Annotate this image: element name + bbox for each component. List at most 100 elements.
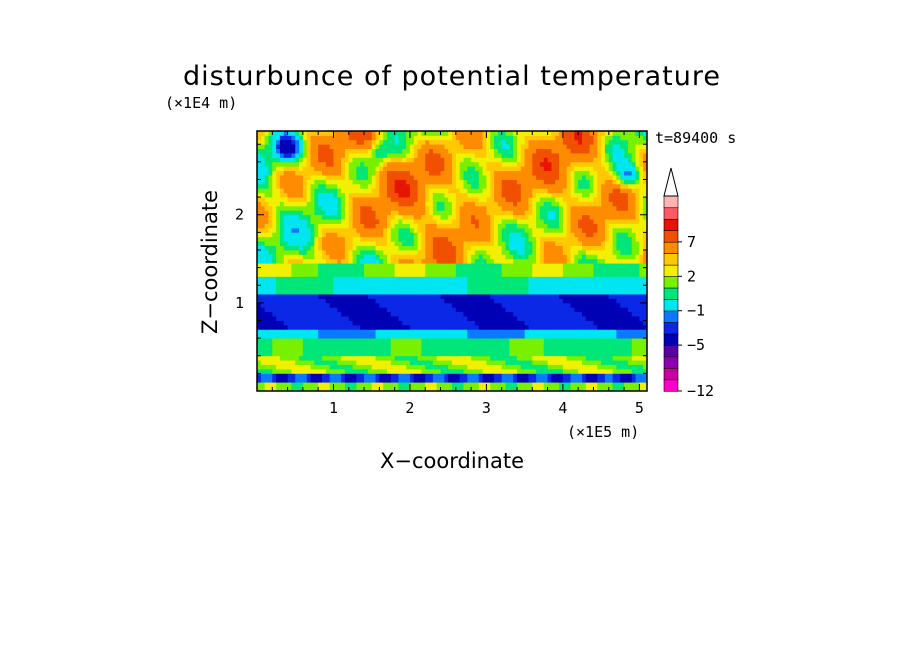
heatmap-cell	[555, 368, 560, 374]
heatmap-cell	[474, 201, 480, 207]
heatmap-cell	[329, 241, 334, 246]
heatmap-cell	[559, 320, 564, 326]
heatmap-cell	[562, 285, 568, 291]
heatmap-cell	[425, 289, 430, 295]
heatmap-cell	[528, 267, 533, 273]
heatmap-cell	[406, 351, 411, 357]
heatmap-cell	[574, 289, 579, 295]
heatmap-cell	[356, 192, 361, 198]
heatmap-cell	[429, 241, 434, 246]
heatmap-cell	[559, 267, 564, 273]
heatmap-cell	[260, 377, 266, 383]
heatmap-cell	[352, 179, 357, 185]
heatmap-cell	[486, 338, 491, 343]
heatmap-cell	[513, 382, 518, 387]
heatmap-cell	[402, 386, 407, 392]
heatmap-cell	[551, 324, 556, 330]
heatmap-cell	[436, 373, 441, 379]
heatmap-cell	[375, 214, 380, 220]
heatmap-cell	[566, 219, 571, 224]
heatmap-cell	[536, 205, 541, 211]
heatmap-cell	[272, 188, 277, 194]
heatmap-cell	[589, 223, 594, 229]
heatmap-cell	[501, 368, 506, 374]
heatmap-cell	[337, 249, 342, 255]
heatmap-cell	[402, 320, 407, 326]
heatmap-cell	[620, 272, 625, 277]
heatmap-cell	[364, 188, 369, 194]
heatmap-cell	[490, 377, 495, 383]
heatmap-cell	[314, 236, 319, 242]
heatmap-cell	[352, 320, 357, 326]
heatmap-cell	[348, 342, 353, 348]
heatmap-cell	[398, 382, 403, 387]
heatmap-cell	[302, 302, 308, 308]
heatmap-cell	[639, 245, 644, 251]
heatmap-cell	[325, 249, 331, 255]
heatmap-cell	[352, 360, 357, 365]
heatmap-cell	[627, 197, 633, 202]
heatmap-cell	[383, 192, 388, 198]
heatmap-cell	[302, 197, 308, 202]
heatmap-cell	[318, 205, 323, 211]
heatmap-cell	[471, 320, 476, 326]
heatmap-cell	[459, 307, 464, 313]
heatmap-cell	[283, 285, 288, 291]
heatmap-cell	[329, 272, 334, 277]
heatmap-cell	[264, 302, 269, 308]
heatmap-cell	[302, 188, 308, 194]
heatmap-cell	[562, 280, 568, 286]
heatmap-cell	[478, 302, 483, 308]
heatmap-cell	[474, 263, 480, 269]
heatmap-cell	[517, 223, 522, 229]
heatmap-cell	[398, 236, 403, 242]
heatmap-cell	[490, 272, 495, 277]
heatmap-cell	[467, 373, 472, 379]
heatmap-cell	[291, 346, 296, 352]
heatmap-cell	[375, 245, 380, 251]
heatmap-cell	[310, 382, 315, 387]
heatmap-cell	[371, 219, 376, 224]
heatmap-cell	[509, 351, 514, 357]
heatmap-cell	[257, 276, 262, 282]
heatmap-cell	[406, 342, 411, 348]
heatmap-cell	[505, 333, 510, 339]
heatmap-cell	[417, 197, 422, 202]
heatmap-cell	[299, 294, 304, 299]
heatmap-cell	[375, 294, 380, 299]
heatmap-cell	[478, 227, 483, 233]
heatmap-cell	[509, 338, 514, 343]
heatmap-cell	[432, 249, 438, 255]
heatmap-cell	[413, 188, 418, 194]
heatmap-cell	[383, 355, 388, 361]
heatmap-cell	[513, 210, 518, 216]
heatmap-cell	[283, 302, 288, 308]
heatmap-cell	[620, 254, 625, 260]
heatmap-cell	[444, 214, 449, 220]
heatmap-cell	[448, 382, 453, 387]
heatmap-cell	[306, 183, 311, 189]
heatmap-cell	[367, 223, 373, 229]
heatmap-cell	[566, 254, 571, 260]
heatmap-cell	[383, 368, 388, 374]
heatmap-cell	[360, 338, 365, 343]
heatmap-cell	[314, 329, 319, 335]
heatmap-cell	[616, 294, 621, 299]
heatmap-cell	[627, 254, 633, 260]
heatmap-cell	[528, 214, 533, 220]
heatmap-cell	[482, 280, 487, 286]
heatmap-cell	[260, 298, 266, 304]
heatmap-cell	[287, 377, 292, 383]
heatmap-cell	[574, 241, 579, 246]
heatmap-cell	[402, 245, 407, 251]
heatmap-cell	[547, 175, 552, 180]
heatmap-cell	[501, 302, 506, 308]
heatmap-cell	[517, 316, 522, 321]
heatmap-cell	[268, 355, 273, 361]
heatmap-cell	[524, 377, 529, 383]
heatmap-cell	[589, 188, 594, 194]
heatmap-cell	[601, 280, 606, 286]
heatmap-cell	[276, 188, 281, 194]
heatmap-cell	[325, 382, 331, 387]
heatmap-cell	[417, 258, 422, 264]
